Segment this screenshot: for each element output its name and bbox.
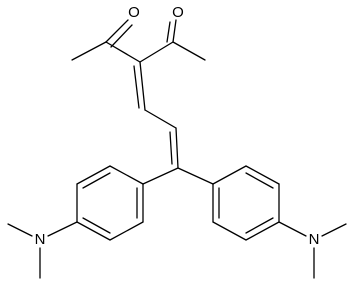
bond [172,41,206,61]
bond [47,221,78,237]
bond [175,127,179,169]
bond [76,221,111,241]
bond [82,172,111,189]
bond [76,165,111,185]
atom-label: N [309,231,320,248]
bond [133,65,140,109]
bond [71,41,107,61]
bond [321,223,347,237]
bond [110,24,133,48]
bond [105,19,129,43]
atom-label: O [172,4,184,21]
bond [142,167,179,185]
bond [7,223,33,237]
atom-label: N [35,231,46,248]
bond [109,221,144,241]
bond [82,217,111,234]
bond [139,41,174,63]
bond [245,172,274,189]
bond [105,41,141,63]
bond [139,61,146,111]
bond [109,165,144,185]
bonds [7,19,347,279]
bond [169,131,173,165]
bond [166,21,171,43]
bond [245,221,280,241]
bond [144,109,177,129]
bond [212,221,247,241]
atom-label: O [128,4,140,21]
bond [212,165,247,185]
bond [278,221,307,237]
bond [245,217,274,234]
bond [245,165,280,185]
bond [172,19,177,43]
bond [177,167,214,185]
